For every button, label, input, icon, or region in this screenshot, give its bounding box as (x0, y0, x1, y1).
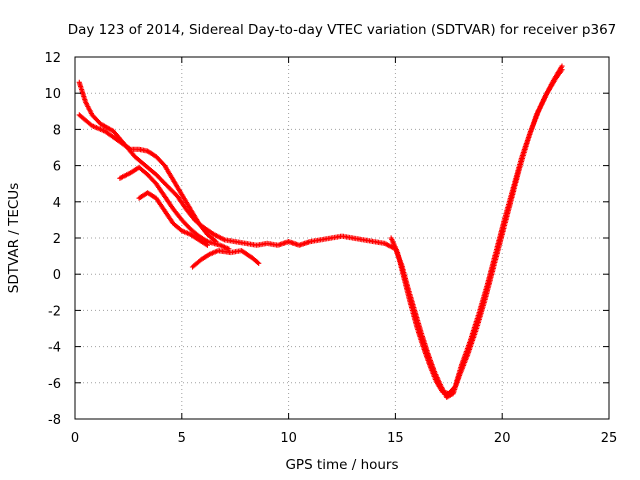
y-tick-label: 12 (44, 51, 61, 66)
data-points (76, 63, 565, 400)
x-tick-label: 10 (280, 431, 297, 446)
data-points (388, 67, 565, 397)
y-tick-label: -2 (48, 304, 61, 319)
series-main-trace (76, 63, 565, 400)
x-tick-label: 20 (494, 431, 511, 446)
x-tick-label: 0 (71, 431, 79, 446)
y-tick-label: -4 (48, 341, 61, 356)
grid (75, 57, 609, 419)
ticks: 0 5 10 15 20 25 -8 -6 -4 -2 0 2 4 6 8 10 12 (44, 51, 617, 446)
data-points (136, 190, 211, 248)
y-tick-label: 10 (44, 87, 61, 102)
y-tick-label: 4 (53, 196, 61, 211)
y-tick-label: 0 (53, 268, 61, 283)
x-tick-label: 15 (387, 431, 404, 446)
y-axis-label: SDTVAR / TECUs (6, 183, 22, 293)
y-tick-label: 6 (53, 160, 61, 175)
x-axis-label: GPS time / hours (285, 457, 398, 473)
chart-title: Day 123 of 2014, Sidereal Day-to-day VTE… (68, 22, 617, 38)
series-dip-trace-2 (388, 67, 565, 397)
series-mid-dip-trace (189, 248, 262, 270)
x-tick-label: 25 (601, 431, 618, 446)
y-tick-label: -6 (48, 377, 61, 392)
series-upper-early-trace (76, 112, 219, 245)
y-tick-label: 2 (53, 232, 61, 247)
series-lower-early-trace (117, 164, 232, 252)
x-tick-label: 5 (178, 431, 186, 446)
data-points (76, 112, 219, 245)
series-layer (76, 63, 565, 400)
y-tick-label: 8 (53, 123, 61, 138)
data-points (117, 164, 232, 252)
series-short-lower-trace (136, 190, 211, 248)
data-points (189, 248, 262, 270)
y-tick-label: -8 (48, 413, 61, 428)
